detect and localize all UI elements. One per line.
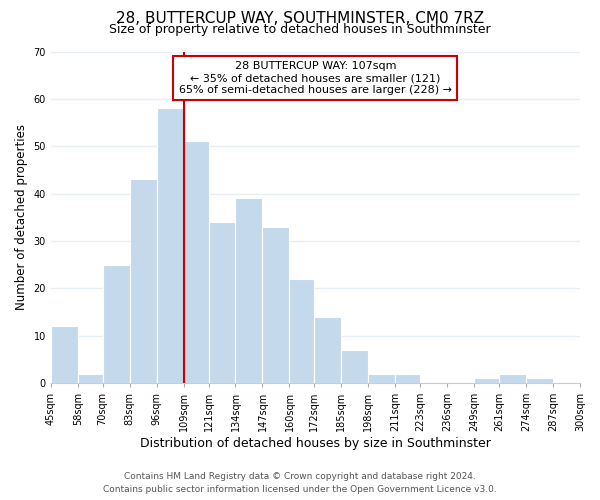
- Bar: [368, 374, 395, 383]
- Bar: [209, 222, 235, 383]
- Bar: [235, 198, 262, 383]
- Bar: [78, 374, 103, 383]
- Text: 28 BUTTERCUP WAY: 107sqm
← 35% of detached houses are smaller (121)
65% of semi-: 28 BUTTERCUP WAY: 107sqm ← 35% of detach…: [179, 62, 452, 94]
- Bar: [103, 264, 130, 383]
- Bar: [130, 180, 157, 383]
- Bar: [51, 326, 78, 383]
- Bar: [184, 142, 209, 383]
- Bar: [262, 226, 289, 383]
- Text: 28, BUTTERCUP WAY, SOUTHMINSTER, CM0 7RZ: 28, BUTTERCUP WAY, SOUTHMINSTER, CM0 7RZ: [116, 11, 484, 26]
- Bar: [526, 378, 553, 383]
- X-axis label: Distribution of detached houses by size in Southminster: Distribution of detached houses by size …: [140, 437, 491, 450]
- Bar: [157, 108, 184, 383]
- Bar: [289, 279, 314, 383]
- Text: Size of property relative to detached houses in Southminster: Size of property relative to detached ho…: [109, 22, 491, 36]
- Text: Contains HM Land Registry data © Crown copyright and database right 2024.
Contai: Contains HM Land Registry data © Crown c…: [103, 472, 497, 494]
- Bar: [474, 378, 499, 383]
- Bar: [395, 374, 420, 383]
- Y-axis label: Number of detached properties: Number of detached properties: [15, 124, 28, 310]
- Bar: [341, 350, 368, 383]
- Bar: [499, 374, 526, 383]
- Bar: [314, 316, 341, 383]
